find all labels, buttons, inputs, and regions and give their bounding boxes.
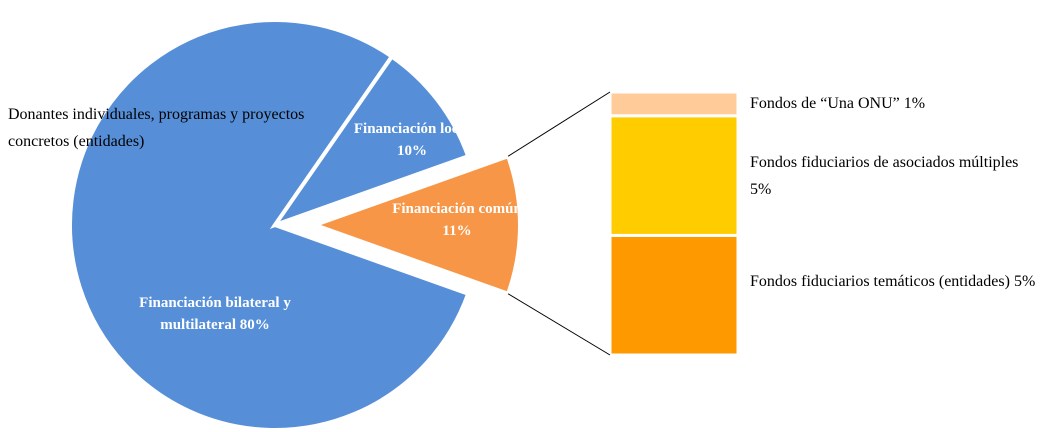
bar-segment <box>608 114 740 237</box>
bar-label: Fondos fiduciarios de asociados múltiple… <box>750 153 1019 198</box>
pie-slice <box>269 53 471 229</box>
connector <box>507 91 611 157</box>
pie-slice <box>68 18 471 432</box>
annotation: Donantes individuales, programas y proye… <box>8 106 305 150</box>
slice-label: Financiación bilateral y multilateral 80… <box>139 295 291 333</box>
bar-label: Fondos fiduciarios temáticos (entidades)… <box>750 273 1036 291</box>
slice-label: Financiación local 10% <box>353 121 471 159</box>
slice-label: Financiación común 11% <box>392 201 522 239</box>
bar-segment <box>608 233 740 357</box>
connector <box>507 293 611 356</box>
bar-segment <box>608 90 740 118</box>
bar-label: Fondos de “Una ONU” 1% <box>750 95 926 113</box>
pie-slice <box>309 153 522 297</box>
